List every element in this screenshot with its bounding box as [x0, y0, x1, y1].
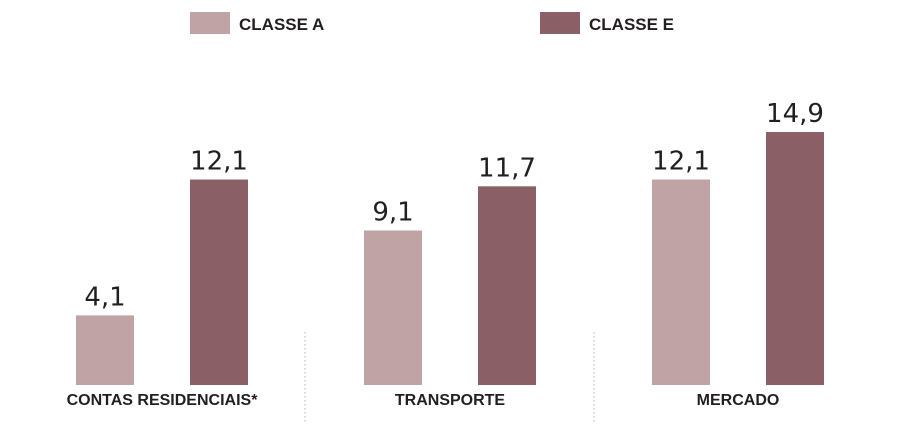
category-label: CONTAS RESIDENCIAIS* [67, 392, 259, 409]
bar-classe-e [478, 186, 536, 385]
bar-classe-a [652, 179, 710, 385]
legend-swatch-classe-a [190, 12, 230, 34]
bar-classe-a [364, 230, 422, 385]
bar-classe-e [190, 179, 248, 385]
value-label: 12,1 [190, 147, 248, 177]
value-label: 12,1 [652, 147, 710, 177]
value-label: 14,9 [766, 99, 824, 129]
category-label: TRANSPORTE [395, 392, 506, 409]
legend-label-classe-a: CLASSE A [239, 15, 324, 34]
category-label: MERCADO [697, 392, 780, 409]
value-label: 4,1 [84, 282, 125, 312]
bar-classe-e [766, 132, 824, 385]
legend-label-classe-e: CLASSE E [589, 15, 674, 34]
bar-classe-a [76, 315, 134, 385]
plot-area: 4,1 12,1 CONTAS RESIDENCIAIS* 9,1 11,7 TRANSP… [67, 99, 824, 422]
value-label: 9,1 [372, 197, 413, 227]
value-label: 11,7 [478, 153, 536, 183]
legend-swatch-classe-e [540, 12, 580, 34]
legend: CLASSE A CLASSE E [190, 12, 674, 34]
